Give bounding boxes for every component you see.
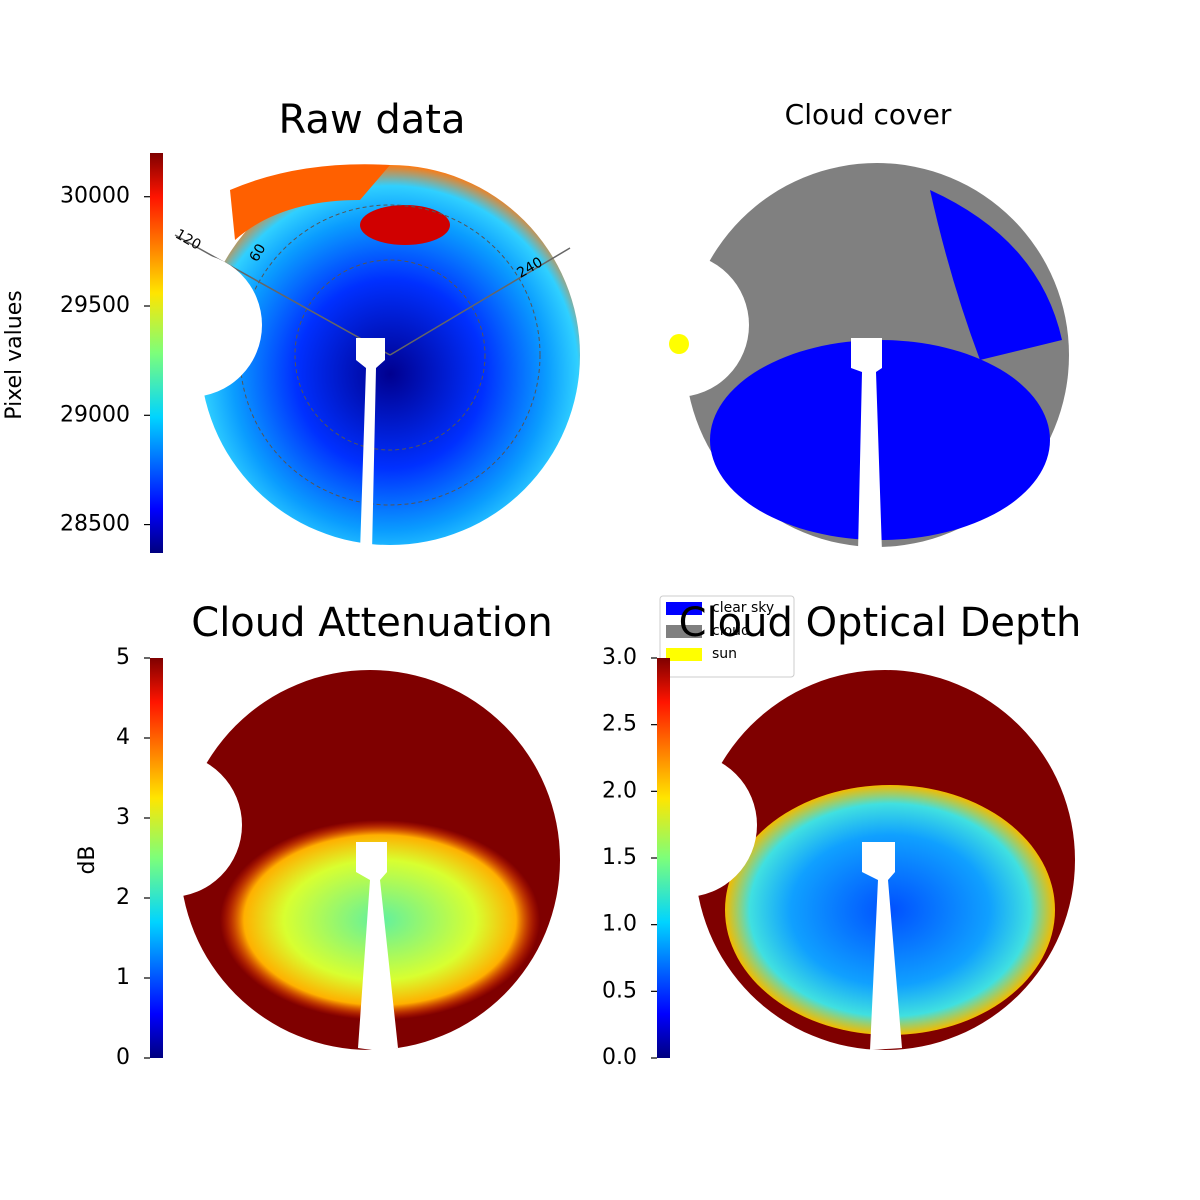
panel-title: Raw data [279,97,466,143]
colorbar [150,658,163,1058]
tick-label: 28500 [60,512,130,537]
tick-label: 5 [116,645,130,670]
tick-label: 0.5 [602,978,637,1003]
tick-label: 0 [116,1045,130,1070]
colorbar-label: dB [75,845,100,874]
tick-label: 30000 [60,184,130,209]
panel-title: Cloud Attenuation [191,600,552,646]
tick-label: 2.0 [602,778,637,803]
polar-annotation: 60 [247,241,270,264]
legend-label: clear sky [712,600,774,616]
legend-swatch [666,602,702,615]
cloud-cover-image [605,163,1069,552]
legend-swatch [666,648,702,661]
colorbar [150,153,163,553]
panel-title: Cloud cover [785,98,952,131]
tick-label: 2 [116,885,130,910]
tick-label: 0.0 [602,1045,637,1070]
colorbar-label: Pixel values [2,290,27,419]
attenuation-image [98,670,560,1050]
legend-label: cloud [712,623,750,639]
optical-depth-image [613,670,1075,1050]
tick-label: 29000 [60,402,130,427]
polar-annotation: 120 [172,226,203,253]
tick-label: 1.5 [602,845,637,870]
tick-label: 1.0 [602,912,637,937]
legend-label: sun [712,646,737,662]
panel-title: Cloud Optical Depth [679,600,1082,646]
legend-swatch [666,625,702,638]
colorbar [657,658,670,1058]
tick-label: 2.5 [602,712,637,737]
tick-label: 4 [116,725,130,750]
tick-label: 3 [116,805,130,830]
tick-label: 3.0 [602,645,637,670]
raw-image [118,164,580,552]
tick-label: 1 [116,965,130,990]
tick-label: 29500 [60,293,130,318]
